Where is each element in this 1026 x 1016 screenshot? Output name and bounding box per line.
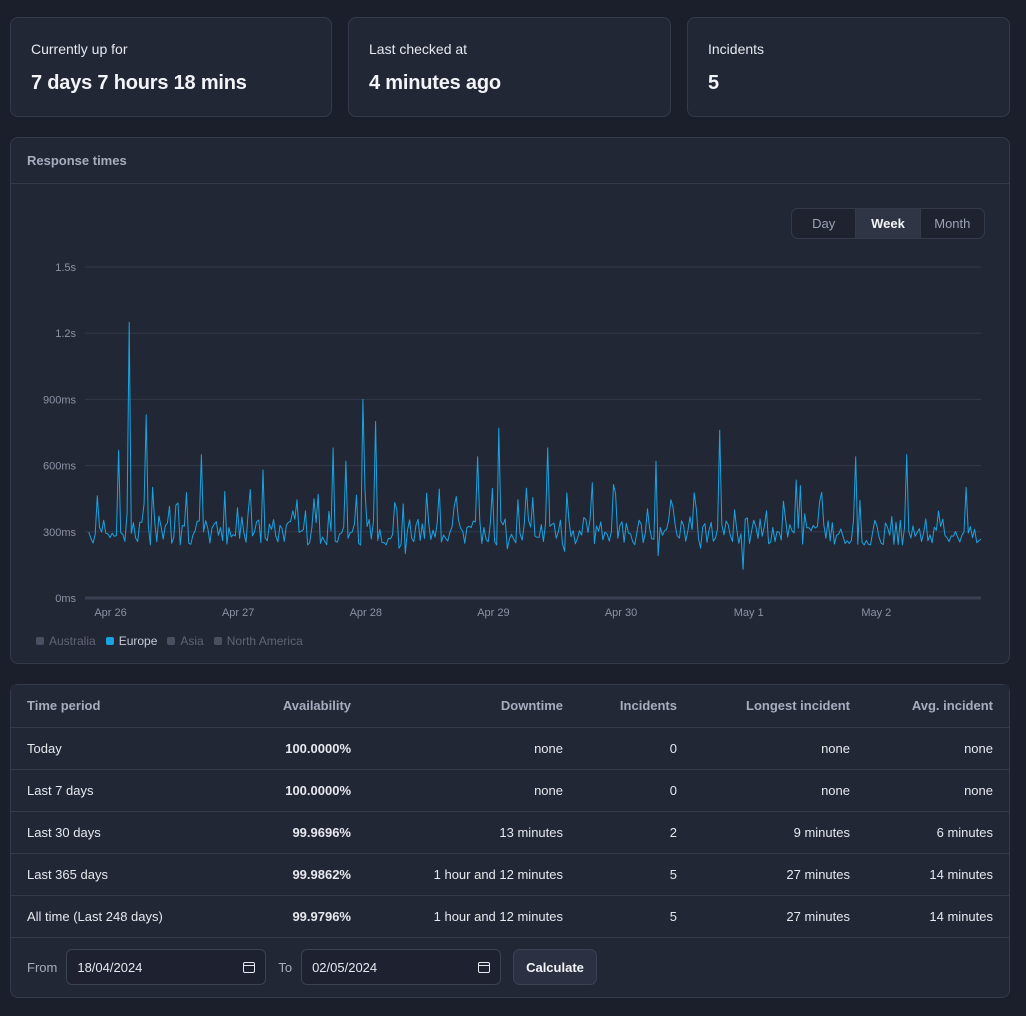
stat-card-incidents: Incidents 5 — [687, 17, 1010, 117]
column-header-avg-incident: Avg. incident — [850, 685, 1009, 728]
from-date-value: 18/04/2024 — [77, 959, 143, 975]
cell-availability: 99.9696% — [201, 811, 351, 854]
chart-legend: Australia Europe Asia North America — [36, 634, 303, 648]
cell-avg-incident: 6 minutes — [850, 811, 1009, 854]
cell-longest-incident: 27 minutes — [677, 895, 850, 938]
column-header-time-period: Time period — [11, 685, 201, 728]
stat-value: 5 — [708, 72, 719, 94]
column-header-downtime: Downtime — [351, 685, 563, 728]
table-row: Last 365 days 99.9862% 1 hour and 12 min… — [11, 853, 1009, 896]
calendar-icon[interactable] — [478, 961, 491, 973]
calculate-button[interactable]: Calculate — [513, 949, 597, 985]
series-line-europe — [88, 321, 982, 570]
x-tick-label: May 1 — [734, 607, 764, 619]
cell-time-period: Last 7 days — [11, 769, 201, 812]
legend-swatch — [213, 637, 222, 645]
stat-card-uptime: Currently up for 7 days 7 hours 18 mins — [10, 17, 332, 117]
to-label: To — [278, 959, 293, 975]
y-tick-label: 900ms — [43, 394, 77, 406]
cell-downtime: 13 minutes — [351, 811, 563, 854]
cell-downtime: 1 hour and 12 minutes — [351, 853, 563, 896]
response-times-card: Response times 0ms 300ms 600ms 900ms 1.2s 1.5… — [10, 137, 1010, 664]
x-tick-label: Apr 28 — [350, 607, 382, 619]
cell-time-period: All time (Last 248 days) — [11, 895, 201, 938]
y-tick-label: 600ms — [43, 461, 77, 473]
cell-time-period: Last 30 days — [11, 811, 201, 854]
cell-incidents: 2 — [563, 811, 677, 854]
cell-avg-incident: none — [850, 769, 1009, 812]
y-tick-label: 300ms — [43, 527, 77, 539]
availability-table: Time period Availability Downtime Incide… — [11, 685, 1009, 938]
y-tick-label: 1.5s — [55, 262, 76, 274]
column-header-availability: Availability — [201, 685, 351, 728]
cell-longest-incident: 27 minutes — [677, 853, 850, 896]
legend-swatch — [167, 637, 176, 645]
table-row: Last 7 days 100.0000% none 0 none none — [11, 769, 1009, 812]
cell-time-period: Today — [11, 727, 201, 770]
stat-label: Incidents — [708, 41, 765, 57]
table-row: Last 30 days 99.9696% 13 minutes 2 9 min… — [11, 811, 1009, 854]
cell-longest-incident: none — [677, 769, 850, 812]
legend-item-north-america[interactable]: North America — [213, 634, 303, 648]
stat-label: Currently up for — [31, 41, 128, 57]
legend-item-europe[interactable]: Europe — [105, 634, 158, 648]
stat-value: 4 minutes ago — [369, 72, 501, 94]
cell-avg-incident: none — [850, 727, 1009, 770]
cell-availability: 100.0000% — [201, 769, 351, 812]
x-tick-label: Apr 26 — [94, 607, 126, 619]
availability-table-card: Time period Availability Downtime Incide… — [10, 684, 1010, 998]
cell-incidents: 0 — [563, 727, 677, 770]
legend-item-asia[interactable]: Asia — [167, 634, 204, 648]
column-header-incidents: Incidents — [563, 685, 677, 728]
table-row: All time (Last 248 days) 99.9796% 1 hour… — [11, 895, 1009, 938]
legend-label: North America — [226, 634, 303, 648]
legend-item-australia[interactable]: Australia — [36, 634, 96, 648]
response-times-title: Response times — [11, 138, 1009, 184]
table-row: Today 100.0000% none 0 none none — [11, 727, 1009, 770]
cell-avg-incident: 14 minutes — [850, 853, 1009, 896]
y-tick-label: 0ms — [55, 593, 76, 605]
legend-label: Asia — [180, 634, 204, 648]
cell-incidents: 5 — [563, 853, 677, 896]
range-day-button[interactable]: Day — [812, 216, 836, 231]
cell-longest-incident: none — [677, 727, 850, 770]
x-tick-label: Apr 29 — [477, 607, 509, 619]
calendar-icon[interactable] — [243, 961, 256, 973]
date-range-form: From 18/04/2024 To 02/05/2024 Calculate — [11, 937, 1009, 997]
x-tick-label: May 2 — [861, 607, 891, 619]
from-date-input[interactable]: 18/04/2024 — [66, 949, 267, 985]
x-tick-label: Apr 27 — [222, 607, 254, 619]
to-date-value: 02/05/2024 — [312, 959, 378, 975]
range-selector: Day Week Month — [791, 208, 985, 239]
stat-value: 7 days 7 hours 18 mins — [31, 72, 247, 94]
range-month-button[interactable]: Month — [919, 209, 984, 238]
legend-label: Australia — [49, 634, 96, 648]
table-header-row: Time period Availability Downtime Incide… — [11, 685, 1009, 728]
cell-avg-incident: 14 minutes — [850, 895, 1009, 938]
cell-time-period: Last 365 days — [11, 853, 201, 896]
column-header-longest-incident: Longest incident — [677, 685, 850, 728]
cell-downtime: none — [351, 769, 563, 812]
stat-label: Last checked at — [369, 41, 468, 57]
legend-swatch — [36, 637, 44, 645]
legend-label: Europe — [118, 634, 158, 648]
response-times-chart: 0ms 300ms 600ms 900ms 1.2s 1.5s Apr 26 Apr 27 Ap… — [43, 262, 982, 619]
legend-swatch — [105, 637, 114, 645]
cell-incidents: 0 — [563, 769, 677, 812]
cell-availability: 99.9796% — [201, 895, 351, 938]
range-week-button[interactable]: Week — [855, 209, 920, 238]
stat-card-last-checked: Last checked at 4 minutes ago — [348, 17, 671, 117]
cell-downtime: none — [351, 727, 563, 770]
cell-longest-incident: 9 minutes — [677, 811, 850, 854]
cell-availability: 100.0000% — [201, 727, 351, 770]
cell-incidents: 5 — [563, 895, 677, 938]
from-label: From — [27, 959, 58, 975]
x-tick-label: Apr 30 — [605, 607, 637, 619]
cell-availability: 99.9862% — [201, 853, 351, 896]
y-tick-label: 1.2s — [55, 328, 76, 340]
cell-downtime: 1 hour and 12 minutes — [351, 895, 563, 938]
to-date-input[interactable]: 02/05/2024 — [301, 949, 502, 985]
